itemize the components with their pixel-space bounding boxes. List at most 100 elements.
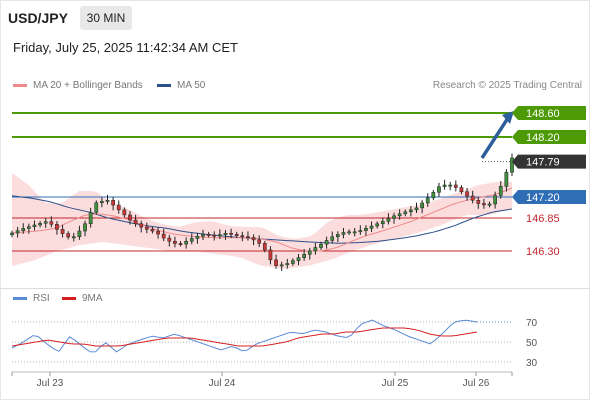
candle-body — [341, 232, 346, 235]
level-tag-value: 147.79 — [526, 157, 560, 169]
level-label-147.20: 147.20 — [512, 190, 586, 204]
candle-body — [279, 264, 284, 267]
ma20-line — [11, 187, 513, 252]
candle-body — [178, 243, 183, 245]
candle-body — [465, 191, 469, 197]
candle-body — [307, 250, 312, 255]
level-label-147.79: 147.79 — [512, 154, 586, 169]
candle-body — [347, 231, 351, 234]
candle-body — [161, 233, 166, 239]
candle-body — [184, 240, 189, 245]
rsi-tick-label: 30 — [526, 358, 538, 369]
candle-body — [504, 171, 509, 187]
candle-body — [38, 223, 42, 226]
x-tick-label: Jul 26 — [463, 378, 490, 389]
timestamp: Friday, July 25, 2025 11:42:34 AM CET — [13, 40, 238, 55]
candle-body — [43, 221, 48, 224]
candle-body — [358, 230, 363, 233]
rsi-ma-swatch — [62, 296, 76, 300]
candle-body — [111, 199, 115, 206]
candle-body — [268, 249, 273, 261]
candle-body — [139, 223, 144, 228]
timeframe-button[interactable]: 30 MIN — [80, 6, 132, 30]
support-value-label: 146.85 — [526, 213, 560, 225]
legend-ma50-label: MA 50 — [177, 80, 206, 91]
candle-body — [487, 203, 492, 206]
candle-body — [195, 235, 200, 239]
candle-body — [49, 221, 54, 225]
candle-body — [324, 240, 329, 245]
candle-body — [274, 259, 278, 266]
candle-body — [251, 237, 256, 241]
candle-body — [335, 234, 340, 238]
candle-body — [116, 204, 121, 211]
candle-body — [386, 218, 391, 222]
ma20-swatch — [13, 83, 27, 87]
candle-body — [482, 203, 486, 206]
level-label-148.60: 148.60 — [512, 106, 586, 120]
x-tick-label: Jul 24 — [209, 378, 236, 389]
candle-body — [223, 232, 228, 235]
credit-text: Research © 2025 Trading Central — [432, 80, 582, 91]
candle-body — [71, 236, 76, 239]
candle-body — [330, 236, 335, 241]
candle-body — [150, 229, 155, 232]
level-label-146.30: 146.30 — [526, 246, 560, 258]
legend-rsi-ma-label: 9MA — [82, 293, 103, 304]
candle-body — [105, 199, 110, 202]
candle-body — [246, 236, 250, 239]
candle-body — [15, 230, 20, 234]
candle-body — [128, 214, 132, 221]
candle-body — [510, 157, 514, 173]
candle-body — [173, 240, 177, 244]
rsi-swatch — [13, 296, 27, 300]
candle-body — [66, 233, 71, 238]
forecast-arrow-shaft — [480, 117, 510, 159]
candle-body — [442, 184, 447, 187]
panel-divider — [0, 288, 590, 289]
candle-body — [262, 243, 267, 251]
candle-body — [313, 247, 318, 252]
rsi-line — [11, 319, 478, 353]
candle-body — [420, 202, 424, 209]
candle-body — [285, 263, 290, 266]
candle-body — [189, 238, 194, 242]
candle-body — [32, 224, 37, 227]
legend-ma20-label: MA 20 + Bollinger Bands — [33, 80, 143, 91]
forecast-arrow-head — [502, 111, 514, 124]
candle-body — [448, 184, 453, 187]
candle-body — [453, 184, 458, 188]
x-tick-label: Jul 23 — [37, 378, 64, 389]
level-tag-background — [512, 154, 586, 169]
candle-body — [403, 211, 408, 215]
legend-rsi: RSI — [13, 293, 50, 305]
rsi-ma-line — [11, 327, 478, 347]
candle-body — [240, 235, 245, 238]
bollinger-band — [12, 173, 512, 269]
candle-body — [392, 215, 396, 219]
candle-body — [470, 195, 475, 201]
rsi-tick-label: 70 — [526, 318, 538, 329]
candle-body — [364, 228, 368, 231]
level-tag-value: 148.20 — [526, 132, 560, 144]
rsi-tick-label: 50 — [526, 338, 538, 349]
candle-body — [380, 221, 385, 225]
x-tick-label: Jul 25 — [382, 378, 409, 389]
candle-body — [459, 187, 464, 193]
candle-body — [55, 224, 59, 230]
candle-body — [156, 230, 160, 235]
candle-body — [352, 231, 357, 234]
candle-body — [83, 223, 87, 232]
candle-body — [21, 228, 26, 231]
candle-body — [212, 234, 217, 237]
candle-body — [257, 239, 262, 244]
candle-body — [414, 207, 419, 211]
candle-body — [60, 229, 65, 234]
currency-pair: USD/JPY — [8, 10, 68, 26]
candle-body — [234, 233, 239, 236]
candle-body — [201, 234, 205, 237]
legend-ma50: MA 50 — [157, 80, 205, 92]
candle-body — [409, 209, 413, 213]
candle-body — [493, 195, 497, 205]
